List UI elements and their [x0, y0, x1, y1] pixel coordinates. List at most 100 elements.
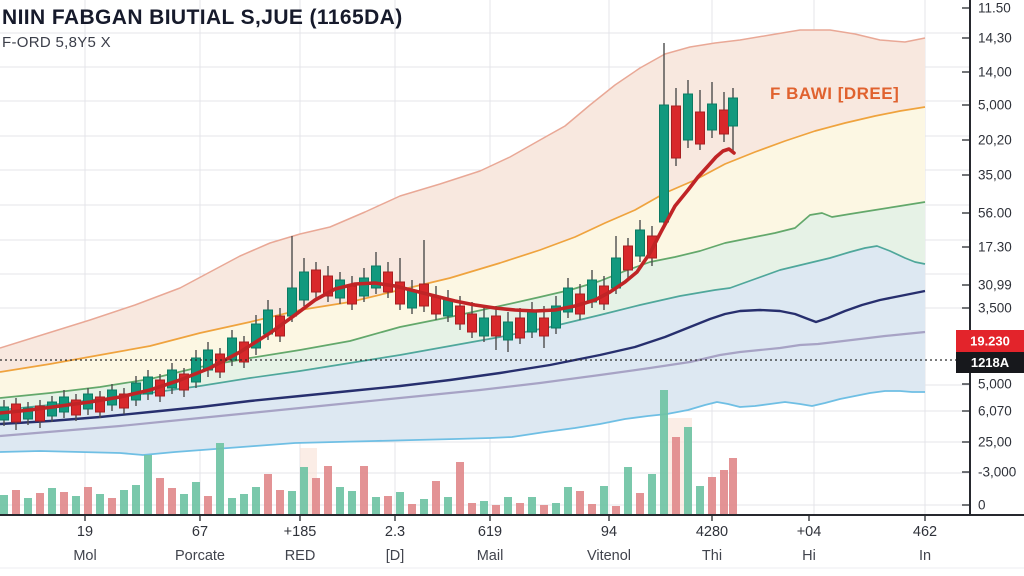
- candlestick: [719, 109, 729, 135]
- volume-bar: [120, 490, 128, 514]
- candlestick: [311, 269, 321, 293]
- volume-bar: [456, 462, 464, 514]
- volume-bar: [612, 506, 620, 514]
- candlestick: [635, 229, 645, 257]
- price-axis-label: 0: [978, 498, 986, 513]
- candlestick: [119, 393, 129, 409]
- price-axis-label: 5,000: [978, 377, 1012, 392]
- volume-bar: [648, 474, 656, 514]
- time-axis-label: RED: [285, 548, 316, 564]
- candlestick: [623, 245, 633, 271]
- price-axis-label: 25,00: [978, 435, 1012, 450]
- candlestick: [503, 321, 513, 341]
- volume-bar: [132, 485, 140, 514]
- candlestick: [191, 357, 201, 383]
- candlestick: [347, 285, 357, 305]
- moving-average-line: [0, 147, 736, 415]
- volume-bar: [276, 490, 284, 514]
- volume-bar: [60, 492, 68, 514]
- volume-bar: [384, 496, 392, 514]
- volume-bar: [348, 491, 356, 514]
- volume-bar: [24, 498, 32, 514]
- time-axis-label: In: [919, 548, 931, 564]
- volume-bar: [588, 504, 596, 514]
- volume-bar: [84, 487, 92, 514]
- time-axis-label: Mol: [73, 548, 96, 564]
- chart-subtitle: F-ORD 5,8Y5 X: [2, 34, 111, 51]
- price-axis-label: 6,070: [978, 404, 1012, 419]
- candlestick: [95, 396, 105, 413]
- candlestick: [251, 323, 261, 349]
- candlestick: [563, 287, 573, 313]
- time-axis-number: +04: [797, 524, 822, 540]
- volume-bar: [0, 495, 8, 514]
- volume-bar: [372, 497, 380, 514]
- volume-bar: [720, 470, 728, 514]
- time-axis-number: 619: [478, 524, 502, 540]
- volume-bar: [600, 486, 608, 514]
- volume-bar: [360, 466, 368, 514]
- price-badge: [956, 352, 1024, 373]
- volume-bar: [624, 467, 632, 514]
- price-axis-label: 5,000: [978, 98, 1012, 113]
- volume-bar: [108, 498, 116, 514]
- volume-bar: [240, 494, 248, 514]
- volume-bar: [228, 498, 236, 514]
- candlestick: [383, 271, 393, 293]
- volume-bar: [204, 496, 212, 514]
- volume-bar: [48, 488, 56, 514]
- candlestick: [371, 265, 381, 289]
- volume-bar: [552, 503, 560, 514]
- candlestick: [71, 399, 81, 416]
- candlestick: [143, 376, 153, 395]
- volume-bar: [528, 497, 536, 514]
- volume-bar: [216, 443, 224, 514]
- price-axis-label: 14,30: [978, 31, 1012, 46]
- volume-bar: [684, 427, 692, 514]
- time-axis-number: 462: [913, 524, 937, 540]
- volume-bar: [264, 474, 272, 514]
- volume-bar: [576, 491, 584, 514]
- price-badge: [956, 330, 1024, 352]
- price-axis-labels: 11.50 14,30 14,00 5,000 20,20 35,00 56.00 17.30…: [962, 1, 1016, 513]
- candlestick: [23, 407, 33, 420]
- axes: [0, 0, 1024, 516]
- candlestick: [287, 287, 297, 317]
- candlestick: [695, 111, 705, 145]
- volume-bar: [468, 503, 476, 514]
- volume-bar: [432, 481, 440, 514]
- price-axis-label: 20,20: [978, 133, 1012, 148]
- candlestick: [671, 105, 681, 159]
- volume-bar: [480, 501, 488, 514]
- candlestick: [359, 277, 369, 297]
- volume-bar: [504, 497, 512, 514]
- candlestick: [323, 275, 333, 297]
- volume-bar: [300, 467, 308, 514]
- price-badges: 19.230 1218A: [956, 330, 1024, 373]
- volume-bar: [156, 478, 164, 514]
- volume-bar: [252, 487, 260, 514]
- volume-bar: [540, 505, 548, 514]
- candlestick: [527, 311, 537, 333]
- volume-bar: [12, 490, 20, 514]
- candlestick: [479, 317, 489, 337]
- price-axis-label: 30,99: [978, 278, 1012, 293]
- volume-bar: [336, 487, 344, 514]
- time-axis-number: 4280: [696, 524, 728, 540]
- volume-bar: [96, 494, 104, 514]
- volume-bar: [408, 504, 416, 514]
- price-axis-label: 14,00: [978, 65, 1012, 80]
- volume-bar: [492, 505, 500, 514]
- candlestick: [683, 93, 693, 141]
- volume-bar: [729, 458, 737, 514]
- price-axis-label: 17.30: [978, 240, 1012, 255]
- volume-bar: [564, 487, 572, 514]
- time-axis-number: 19: [77, 524, 93, 540]
- chart-title: NIIN FABGAN BIUTIAL S,JUE (1165DA): [2, 6, 403, 29]
- candlestick: [611, 257, 621, 289]
- volume-bar: [312, 478, 320, 514]
- volume-bars: [0, 390, 737, 514]
- price-axis-label: 56.00: [978, 206, 1012, 221]
